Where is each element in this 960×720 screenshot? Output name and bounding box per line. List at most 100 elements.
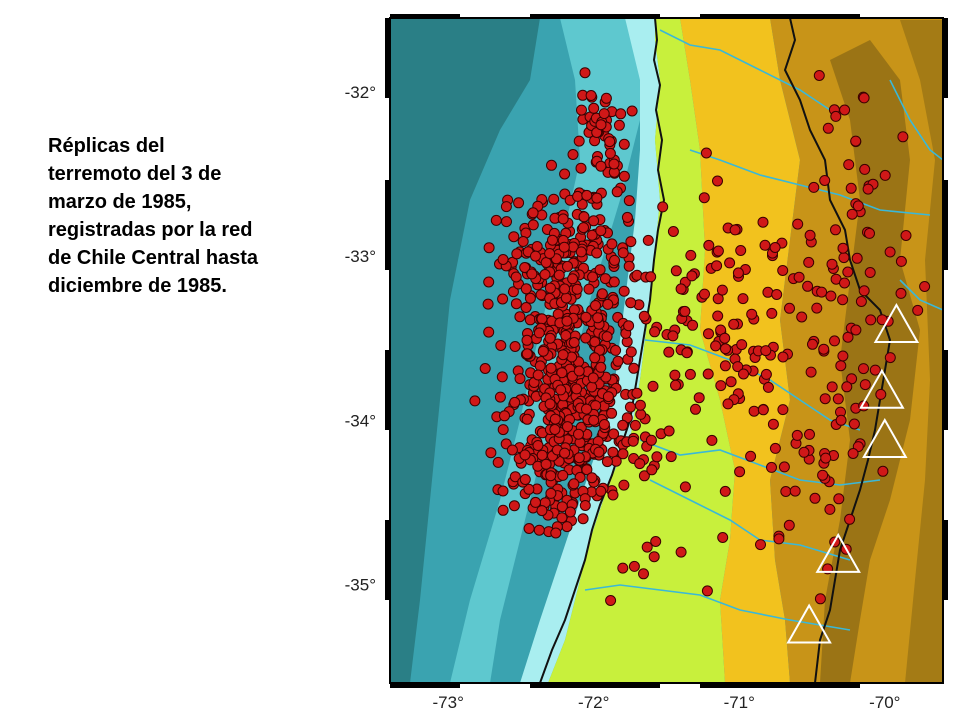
- epicenter-marker: [805, 366, 817, 378]
- epicenter-marker: [547, 234, 558, 246]
- epicenter-marker: [844, 513, 856, 525]
- epicenter-marker: [532, 369, 544, 381]
- epicenter-marker: [702, 368, 714, 380]
- epicenter-marker: [838, 252, 850, 264]
- epicenter-marker: [602, 298, 614, 310]
- epicenter-marker: [663, 425, 675, 437]
- frame-bar-bottom-1: [390, 683, 460, 688]
- epicenter-marker: [862, 183, 874, 195]
- epicenter-marker: [483, 326, 495, 338]
- epicenter-marker: [649, 326, 661, 338]
- epicenter-marker: [663, 346, 675, 358]
- epicenter-marker: [524, 314, 536, 326]
- epicenter-marker: [851, 252, 863, 264]
- epicenter-marker: [846, 208, 858, 220]
- epicenter-marker: [780, 486, 792, 497]
- epicenter-marker: [839, 277, 850, 289]
- epicenter-marker: [855, 296, 867, 307]
- epicenter-marker: [720, 343, 731, 355]
- epicenter-marker: [757, 216, 769, 228]
- lowland-zone: [548, 18, 735, 683]
- epicenter-marker: [618, 285, 630, 297]
- epicenter-marker: [519, 262, 531, 273]
- epicenter-marker: [590, 300, 601, 311]
- caption-line-3: marzo de 1985,: [48, 191, 192, 213]
- epicenter-marker: [819, 175, 831, 186]
- epicenter-marker: [497, 485, 509, 497]
- epicenter-marker: [586, 472, 598, 484]
- epicenter-marker: [572, 190, 584, 202]
- epicenter-marker: [540, 458, 552, 470]
- seismic-station-marker: [873, 303, 920, 344]
- epicenter-marker: [549, 424, 561, 435]
- caption-line-1: Réplicas del: [48, 135, 165, 157]
- epicenter-marker: [645, 271, 657, 283]
- epicenter-marker: [837, 294, 849, 306]
- epicenter-marker: [600, 92, 612, 104]
- epicenter-marker: [675, 546, 687, 558]
- epicenter-marker: [562, 421, 573, 433]
- epicenter-marker: [631, 269, 643, 281]
- epicenter-marker: [596, 288, 608, 300]
- frame-bar-right-4: [943, 520, 948, 600]
- epicenter-marker: [608, 276, 620, 288]
- epicenter-marker: [845, 182, 857, 194]
- river-1: [659, 29, 831, 111]
- epicenter-marker: [819, 393, 831, 405]
- caption-line-6: diciembre de 1985.: [48, 275, 227, 297]
- epicenter-marker: [884, 352, 896, 364]
- epicenter-marker: [757, 404, 769, 416]
- rivers: [584, 29, 943, 631]
- epicenter-marker: [523, 523, 535, 534]
- epicenter-marker: [607, 446, 619, 458]
- epicenter-marker: [521, 348, 533, 360]
- epicenter-marker: [497, 504, 509, 516]
- epicenter-marker: [604, 136, 616, 148]
- epicenter-marker: [869, 364, 881, 376]
- epicenter-marker: [767, 418, 779, 430]
- epicenter-marker: [588, 102, 600, 114]
- epicenter-marker: [580, 332, 592, 344]
- epicenter-marker: [629, 419, 641, 431]
- epicenter-marker: [513, 197, 525, 209]
- epicenter-marker: [675, 283, 687, 295]
- epicenter-marker: [496, 371, 508, 383]
- epicenter-marker: [667, 226, 679, 237]
- epicenter-marker: [558, 241, 570, 253]
- epicenter-marker: [532, 440, 544, 451]
- epicenter-marker: [807, 338, 818, 350]
- epicenter-marker: [567, 273, 579, 285]
- epicenter-marker: [479, 363, 491, 374]
- epicenter-marker: [588, 414, 600, 426]
- epicenter-marker: [766, 307, 778, 319]
- epicenter-marker: [769, 442, 781, 454]
- epicenter-marker: [816, 286, 828, 298]
- epicenter-marker: [645, 434, 657, 446]
- epicenter-marker: [601, 331, 613, 343]
- epicenter-marker: [736, 339, 748, 351]
- epicenter-marker: [897, 131, 909, 143]
- epicenter-marker: [634, 458, 646, 470]
- epicenter-marker: [769, 242, 781, 253]
- epicenter-marker: [804, 428, 815, 440]
- epicenter-marker: [544, 332, 556, 344]
- epicenter-marker: [501, 216, 512, 228]
- frame-bar-right-2: [943, 180, 948, 270]
- epicenter-marker: [796, 311, 808, 323]
- epicenter-marker: [791, 429, 803, 441]
- epicenter-marker: [628, 362, 640, 374]
- epicenter-marker: [517, 236, 529, 247]
- seismic-station-marker: [859, 368, 905, 409]
- epicenter-marker: [846, 373, 858, 385]
- epicenter-marker: [734, 466, 746, 478]
- epicenter-marker: [687, 319, 699, 331]
- epicenter-marker: [712, 245, 724, 257]
- epicenter-marker: [729, 224, 741, 236]
- epicenter-marker: [698, 192, 710, 204]
- epicenter-marker: [667, 330, 679, 342]
- epicenter-marker: [648, 551, 660, 563]
- epicenter-marker: [469, 395, 481, 407]
- epicenter-marker: [595, 361, 607, 373]
- epicenter-marker: [545, 362, 557, 374]
- epicenter-marker: [808, 181, 820, 193]
